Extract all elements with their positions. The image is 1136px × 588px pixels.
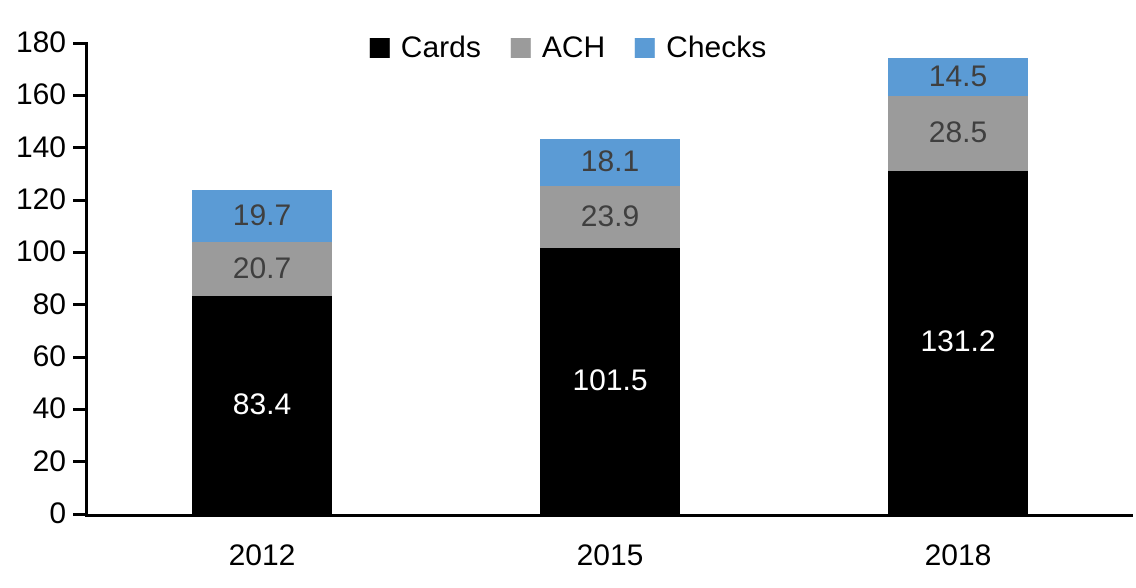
bar-group-2015: 18.1 23.9 101.5 [540, 138, 680, 514]
y-axis-tick-label: 120 [15, 183, 66, 216]
bar-segment-checks-2018: 14.5 [888, 58, 1028, 97]
y-axis-line [85, 42, 88, 517]
y-axis-tick [73, 407, 85, 411]
bar-group-2012: 19.7 20.7 83.4 [192, 190, 332, 514]
bar-segment-checks-2015: 18.1 [540, 138, 680, 186]
bar-value-label: 23.9 [580, 200, 640, 234]
legend-swatch-icon-cards [369, 38, 390, 58]
y-axis-tick-label: 180 [15, 26, 66, 59]
y-axis-tick [73, 250, 85, 254]
legend-label: Cards [400, 31, 481, 64]
legend-label: Checks [666, 31, 767, 64]
bar-value-label: 19.7 [232, 198, 292, 232]
y-axis-tick [73, 146, 85, 150]
bar-segment-cards-2018: 131.2 [888, 170, 1028, 514]
y-axis-tick-label: 60 [32, 340, 66, 373]
x-axis-label-2018: 2018 [924, 539, 992, 572]
bar-value-label: 131.2 [920, 325, 996, 359]
bar-value-label: 20.7 [232, 251, 292, 285]
bar-value-label: 83.4 [232, 387, 292, 421]
bar-group-2018: 14.5 28.5 131.2 [888, 58, 1028, 514]
y-axis-tick-label: 160 [15, 78, 66, 112]
bar-segment-ach-2018: 28.5 [888, 96, 1028, 171]
y-axis-tick-label: 40 [32, 392, 66, 426]
y-axis-tick [73, 303, 85, 307]
y-axis-tick-label: 20 [32, 444, 66, 478]
y-axis-tick-label: 80 [32, 287, 66, 321]
legend: Cards ACH Checks [369, 31, 766, 64]
bar-segment-ach-2015: 23.9 [540, 185, 680, 249]
bar-segment-cards-2015: 101.5 [540, 248, 680, 514]
y-axis-tick [73, 512, 85, 516]
legend-swatch-icon-ach [510, 38, 531, 58]
legend-swatch-icon-checks [635, 38, 656, 58]
y-axis-tick-label: 140 [15, 130, 66, 164]
legend-label: ACH [541, 31, 606, 64]
bar-segment-checks-2012: 19.7 [192, 190, 332, 242]
y-axis-tick-label: 0 [49, 497, 66, 530]
bar-value-label: 28.5 [928, 116, 988, 150]
bar-value-label: 18.1 [580, 145, 640, 179]
x-axis-label-2015: 2015 [576, 539, 644, 572]
x-axis-line [85, 514, 1133, 517]
bar-segment-ach-2012: 20.7 [192, 241, 332, 296]
legend-item-checks: Checks [635, 33, 766, 63]
plot-area: 19.7 20.7 83.4 18.1 23.9 101.5 14.5 28.5 131.2 [88, 43, 1132, 514]
y-axis-tick [73, 41, 85, 45]
y-axis-tick [73, 93, 85, 97]
y-axis-tick [73, 198, 85, 202]
legend-item-ach: ACH [510, 31, 606, 64]
bar-value-label: 101.5 [572, 364, 648, 398]
y-axis-tick-label: 100 [15, 235, 66, 269]
bar-value-label: 14.5 [928, 60, 988, 94]
y-axis-tick [73, 355, 85, 359]
y-axis-tick [73, 460, 85, 464]
legend-item-cards: Cards [369, 31, 481, 64]
x-axis-label-2012: 2012 [228, 539, 296, 572]
bar-segment-cards-2012: 83.4 [192, 295, 332, 514]
